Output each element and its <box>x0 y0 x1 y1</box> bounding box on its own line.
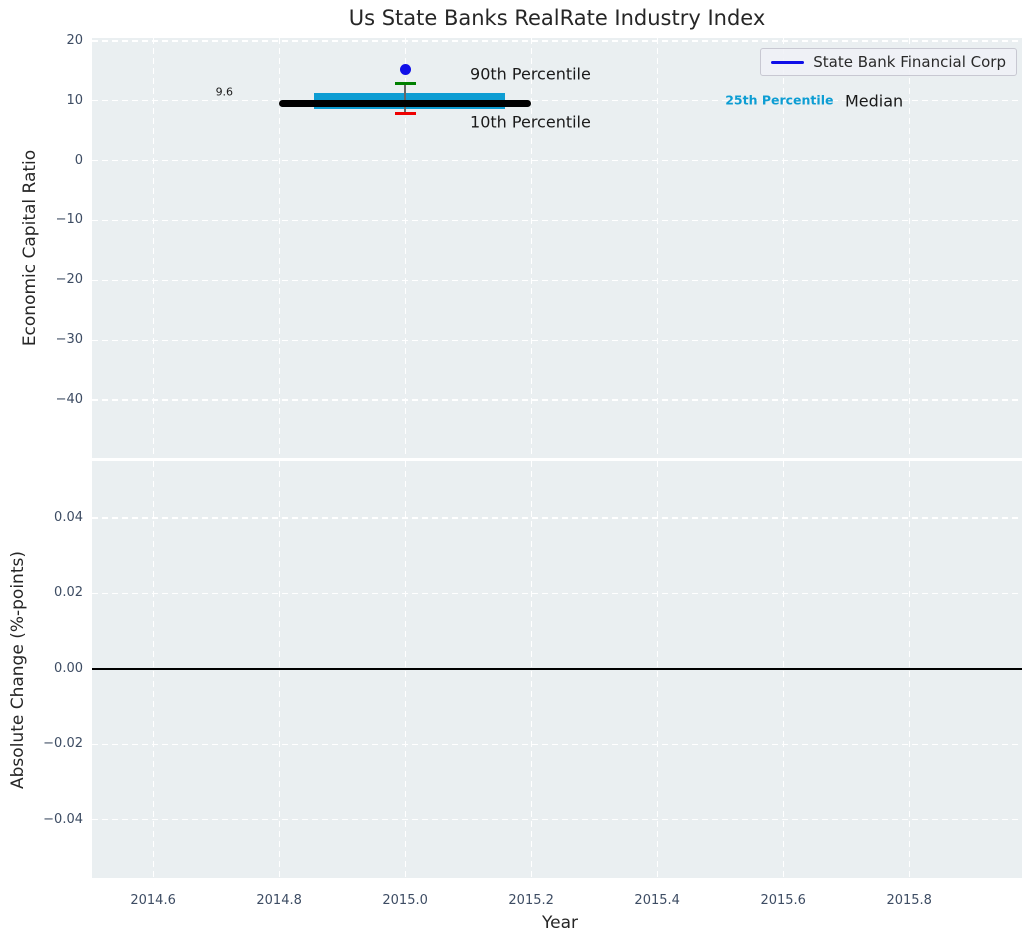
gridline-y-−0.02 <box>92 743 1022 745</box>
legend-label: State Bank Financial Corp <box>813 53 1006 71</box>
y-tick-label: 0 <box>74 152 83 168</box>
data-point-state-bank-financial-corp <box>399 63 411 75</box>
legend: State Bank Financial Corp <box>760 48 1017 76</box>
gridline-y-−30 <box>92 339 1022 341</box>
annotation-25th-percentile: 25th Percentile <box>725 92 834 108</box>
gridline-y-−40 <box>92 399 1022 401</box>
y-tick-label: −0.04 <box>43 811 83 827</box>
errorbar-cap-high <box>394 81 416 85</box>
x-tick-label: 2015.8 <box>886 893 932 908</box>
plot-area-absolute-change <box>92 461 1022 878</box>
gridline-x-2015.0 <box>404 38 406 458</box>
plot-area-economic-capital-ratio: State Bank Financial Corp 9.6 90th Percen… <box>92 38 1022 458</box>
gridline-y-0.02 <box>92 592 1022 595</box>
gridline-y-0 <box>92 160 1022 162</box>
gridline-y-0.04 <box>92 517 1022 519</box>
gridline-y-20 <box>92 40 1022 42</box>
x-tick-label: 2015.6 <box>760 893 806 908</box>
annotation-median: Median <box>844 91 904 111</box>
x-tick-label: 2015.2 <box>508 893 554 908</box>
gridline-y-−0.04 <box>92 819 1022 821</box>
gridline-x-2014.6 <box>152 38 154 458</box>
x-tick-label: 2014.6 <box>130 893 176 908</box>
y-tick-label: 0.00 <box>54 660 83 676</box>
y-tick-label: 20 <box>66 32 83 48</box>
errorbar-line-90th-10th-percentile-range <box>404 83 406 114</box>
zero-line <box>92 668 1022 670</box>
y-tick-label: 0.02 <box>54 585 83 601</box>
gridline-x-2015.4 <box>656 38 658 458</box>
y-tick-label: −40 <box>55 391 83 407</box>
y-tick-label: −20 <box>55 272 83 288</box>
series-median <box>279 99 532 107</box>
annotation-9-6: 9.6 <box>215 85 234 99</box>
x-tick-label: 2015.0 <box>382 893 428 908</box>
gridline-x-2014.8 <box>278 38 280 458</box>
x-axis-label: Year <box>542 913 578 933</box>
y-axis-label-top: Economic Capital Ratio <box>20 149 40 347</box>
legend-line-sample <box>771 60 805 64</box>
x-tick-label: 2015.4 <box>634 893 680 908</box>
errorbar-cap-low <box>394 111 416 115</box>
y-tick-label: −30 <box>55 332 83 348</box>
gridline-y-−10 <box>92 219 1022 222</box>
y-tick-label: 10 <box>66 92 83 108</box>
chart-title: Us State Banks RealRate Industry Index <box>348 6 766 30</box>
y-tick-label: −10 <box>55 212 83 228</box>
gridline-x-2015.8 <box>908 38 910 458</box>
annotation-10th-percentile: 10th Percentile <box>470 112 591 132</box>
gridline-x-2015.2 <box>530 38 532 458</box>
y-tick-label: −0.02 <box>43 736 83 752</box>
y-tick-label: 0.04 <box>54 509 83 525</box>
annotation-90th-percentile: 90th Percentile <box>470 64 591 84</box>
gridline-x-2015.6 <box>782 38 784 458</box>
gridline-y-−20 <box>92 279 1022 281</box>
x-tick-label: 2014.8 <box>256 893 302 908</box>
gridline-y-10 <box>92 100 1022 102</box>
